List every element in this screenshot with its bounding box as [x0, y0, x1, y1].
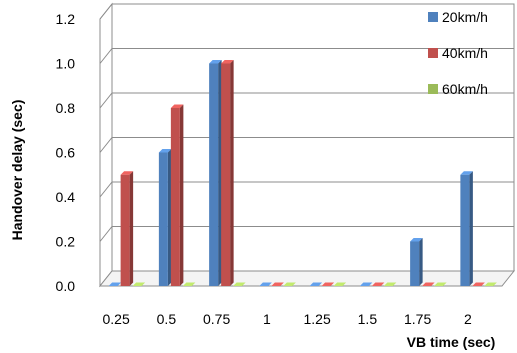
bar-side: [469, 171, 473, 286]
bar-front: [460, 174, 470, 286]
x-axis-title: VB time (sec): [407, 334, 496, 350]
bar-top: [132, 282, 146, 286]
x-tick-label: 0.25: [103, 311, 130, 327]
y-tick-label: 1.0: [56, 56, 76, 72]
bar-top: [170, 104, 184, 108]
gridline: [99, 3, 514, 20]
bar: [108, 282, 122, 286]
bar-side: [179, 104, 184, 286]
x-tick-labels: 0.25 0.5 0.75 1 1.25 1.5 1.75 2: [103, 311, 472, 327]
bar: [422, 282, 435, 286]
y-tick-label: 0.0: [56, 278, 76, 294]
bar-top: [359, 282, 373, 286]
x-tick-label: 1: [263, 311, 271, 327]
bars: [108, 60, 497, 286]
legend: 20km/h 40km/h 60km/h: [428, 9, 488, 97]
bar-top: [371, 282, 385, 286]
legend-label: 40km/h: [442, 45, 488, 61]
bar-top: [182, 282, 196, 286]
bar-top: [233, 282, 246, 286]
bar: [221, 60, 234, 286]
bar-top: [259, 282, 272, 286]
bar-top: [422, 282, 435, 286]
legend-swatch: [428, 48, 438, 58]
bar-top: [209, 60, 222, 64]
bar-top: [383, 282, 397, 286]
bar-front: [170, 108, 180, 286]
x-tick-label: 0.75: [203, 311, 230, 327]
gridline: [99, 48, 514, 64]
bar-front: [158, 152, 168, 286]
y-tick-labels: 0.0 0.2 0.4 0.6 0.8 1.0 1.2: [56, 11, 76, 294]
bar: [359, 282, 373, 286]
bar: [259, 282, 272, 286]
bar: [209, 60, 222, 286]
x-tick-label: 1.75: [404, 311, 431, 327]
bar-top: [410, 238, 423, 242]
bar: [120, 171, 134, 286]
gridline: [99, 181, 514, 198]
bar-front: [410, 241, 420, 286]
bar: [170, 104, 184, 286]
legend-label: 60km/h: [442, 81, 488, 97]
bar-top: [108, 282, 122, 286]
x-tick-label: 0.5: [157, 311, 177, 327]
bar-top: [472, 282, 485, 286]
bar-top: [460, 171, 473, 175]
bar-top: [221, 60, 234, 64]
bar: [271, 282, 284, 286]
x-tick-label: 1.5: [358, 311, 378, 327]
gridline: [99, 226, 514, 242]
bar: [182, 282, 196, 286]
bar-side: [167, 149, 172, 286]
bar-side: [129, 171, 134, 286]
gridline: [99, 137, 514, 153]
bar-side: [419, 238, 423, 286]
x-tick-label: 2: [464, 311, 472, 327]
bar-top: [333, 282, 347, 286]
bar: [472, 282, 485, 286]
bar: [309, 282, 323, 286]
y-tick-label: 0.4: [56, 189, 76, 205]
y-tick-label: 0.6: [56, 145, 76, 161]
bar: [132, 282, 146, 286]
bar-top: [120, 171, 134, 175]
bar: [484, 282, 497, 286]
bar: [383, 282, 397, 286]
y-tick-label: 0.2: [56, 234, 76, 250]
y-tick-label: 1.2: [56, 11, 76, 27]
legend-swatch: [428, 12, 438, 22]
bar: [371, 282, 385, 286]
bar-front: [209, 63, 219, 286]
bar-top: [158, 149, 172, 153]
bar-top: [321, 282, 335, 286]
bar-top: [484, 282, 497, 286]
bar-top: [283, 282, 296, 286]
gridline: [99, 92, 514, 109]
bar: [233, 282, 246, 286]
bar-top: [309, 282, 323, 286]
x-tick-label: 1.25: [304, 311, 331, 327]
bar-front: [221, 63, 231, 286]
y-tick-label: 0.8: [56, 100, 76, 116]
bar-side: [230, 60, 234, 286]
bar: [434, 282, 447, 286]
bar: [321, 282, 335, 286]
bar: [158, 149, 172, 286]
bar: [410, 238, 423, 286]
bar-top: [271, 282, 284, 286]
legend-label: 20km/h: [442, 9, 488, 25]
bar-side: [218, 60, 222, 286]
bar: [460, 171, 473, 286]
bar: [333, 282, 347, 286]
bar-front: [120, 174, 130, 286]
bar-top: [434, 282, 447, 286]
legend-swatch: [428, 84, 438, 94]
bar: [283, 282, 296, 286]
y-axis-title: Handover delay (sec): [9, 100, 25, 241]
